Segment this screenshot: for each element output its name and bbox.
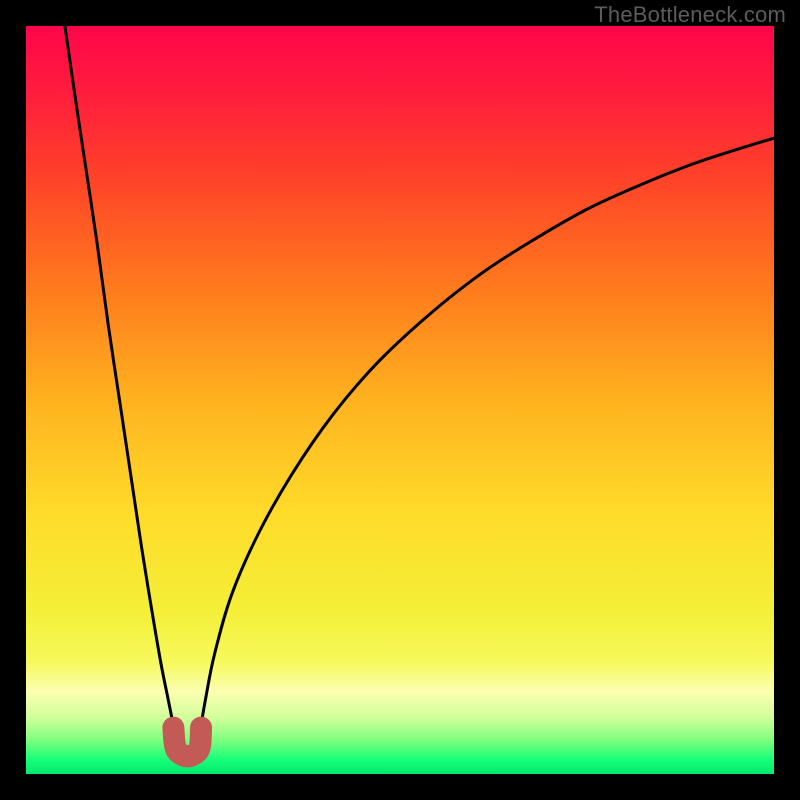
watermark-label: TheBottleneck.com (594, 2, 786, 28)
chart-svg (0, 0, 800, 800)
chart-frame: TheBottleneck.com (0, 0, 800, 800)
gradient-background (26, 26, 774, 774)
